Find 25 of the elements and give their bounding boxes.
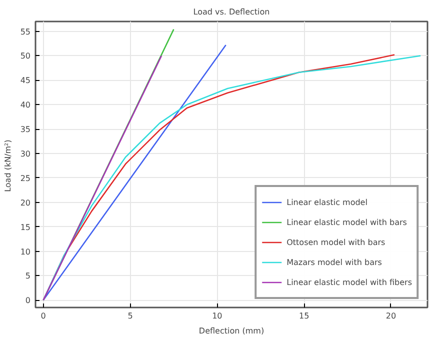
y-tick-label: 55 xyxy=(20,27,31,36)
legend-label: Ottosen model with bars xyxy=(286,236,386,248)
x-tick-label: 5 xyxy=(128,312,133,320)
y-tick-label: 5 xyxy=(25,272,31,281)
legend-label: Mazars model with bars xyxy=(286,256,382,268)
y-tick-label: 20 xyxy=(20,198,31,208)
x-tick-label: 15 xyxy=(298,312,310,320)
y-tick-label: 0 xyxy=(25,296,31,306)
chart-title: Load vs. Deflection xyxy=(193,8,270,16)
x-tick-label: 0 xyxy=(40,312,46,320)
y-tick-label: 35 xyxy=(20,125,31,134)
y-tick-label: 25 xyxy=(20,174,31,183)
y-tick-label: 40 xyxy=(20,100,31,110)
y-tick-label: 15 xyxy=(20,222,31,232)
x-tick-label: 20 xyxy=(386,312,396,320)
legend-label: Linear elastic model xyxy=(286,196,368,208)
x-axis-title: Deflection (mm) xyxy=(198,326,264,336)
y-tick-label: 45 xyxy=(20,76,31,86)
x-tick-label: 10 xyxy=(212,312,222,320)
y-tick-label: 30 xyxy=(20,150,31,158)
y-tick-label: 50 xyxy=(20,52,31,61)
y-axis-title: Load (kN/m²) xyxy=(3,140,12,192)
legend-label: Linear elastic model with fibers xyxy=(286,276,412,288)
y-tick-label: 10 xyxy=(20,247,31,256)
legend-label: Linear elastic model with bars xyxy=(286,216,407,228)
